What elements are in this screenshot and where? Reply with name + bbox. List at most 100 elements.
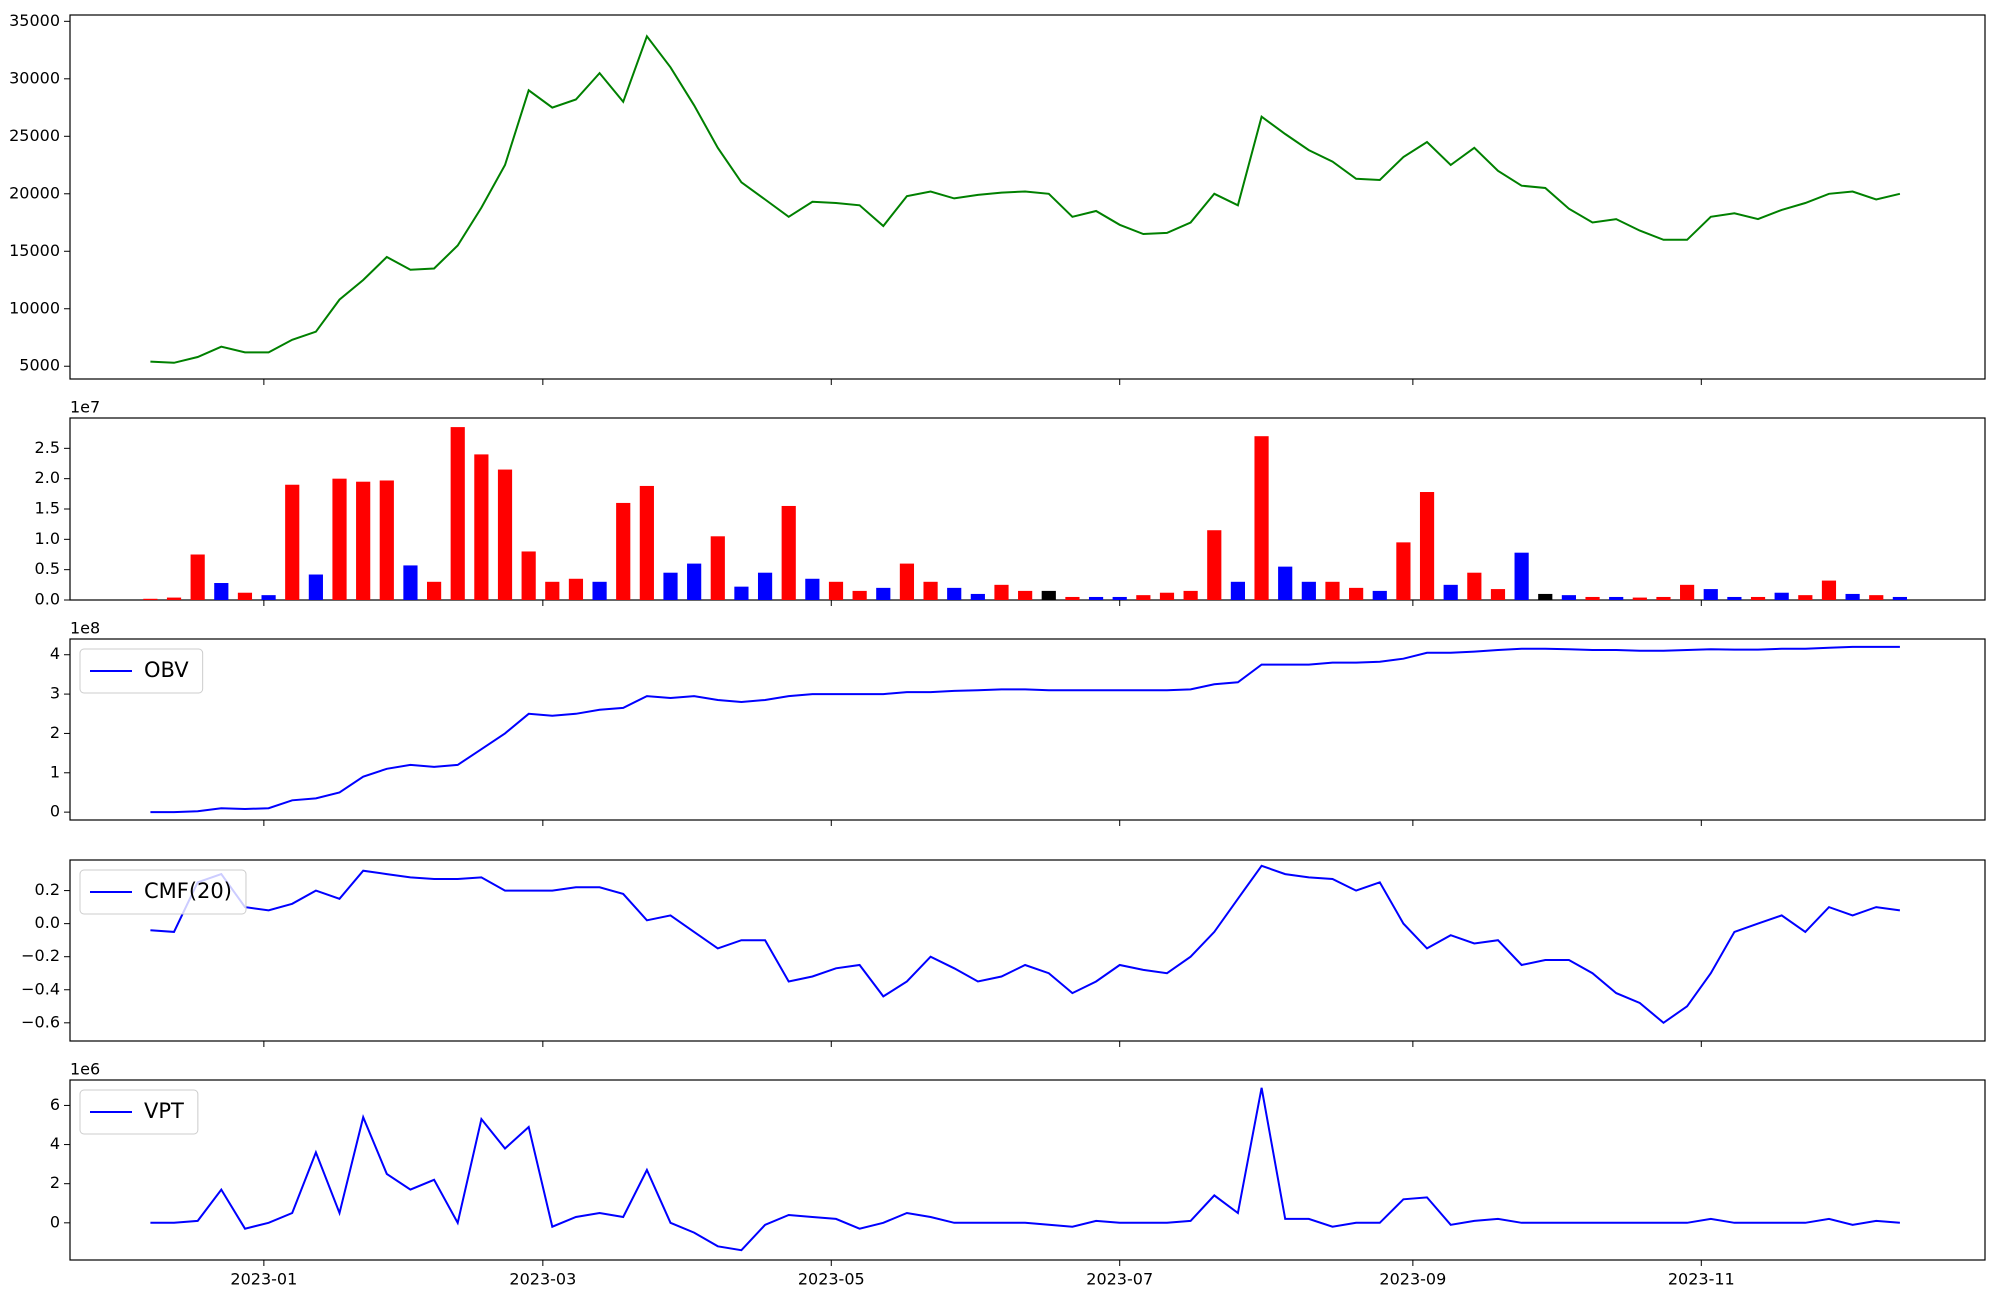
volume-bar [899,563,915,600]
volume-bar [1490,589,1506,600]
y-tick-label: 15000 [9,241,60,260]
volume-bar [1680,584,1695,600]
volume-bar [1585,596,1600,600]
volume-bar [1159,592,1175,600]
volume-bar [521,551,536,600]
series-line [150,645,1900,814]
volume-bar [450,427,465,600]
y-tick-label: 0.5 [35,559,60,578]
y-tick-label: −0.4 [21,979,60,998]
y-tick-label: 1.0 [35,529,60,548]
volume-bar [1207,530,1222,600]
volume-bar [1609,596,1624,600]
volume-bar [687,563,702,600]
legend-label: CMF(20) [144,879,232,903]
volume-bar [663,572,678,600]
y-tick-label: 6 [50,1095,60,1114]
volume-bar [734,586,749,600]
y-tick-label: 25000 [9,126,60,145]
volume-bar [1136,595,1151,600]
volume-bar [1632,597,1647,600]
panel-frame [69,638,1986,821]
x-tick-label: 2023-09 [1379,1270,1446,1289]
volume-bar [852,590,867,600]
legend-label: OBV [144,658,189,682]
volume-bar [332,478,347,600]
volume-bar [1750,596,1766,600]
volume-bar [876,587,891,600]
y-tick-label: 5000 [19,356,60,375]
volume-bar [308,574,323,600]
volume-bar [261,595,276,600]
y-tick-label: 0.0 [35,913,60,932]
volume-bar [1892,596,1907,600]
volume-bar [1112,596,1127,600]
volume-bar [1065,596,1080,600]
y-tick-label: 1 [50,762,60,781]
volume-bar [1018,590,1033,600]
y-tick-label: 20000 [9,183,60,202]
volume-bar [1514,552,1529,600]
legend-label: VPT [144,1099,184,1123]
volume-bar [1467,572,1482,600]
y-offset-label: 1e6 [70,1060,100,1079]
volume-bar [356,481,371,600]
x-tick-label: 2023-03 [509,1270,576,1289]
y-tick-label: 4 [50,1134,60,1153]
volume-bar [1703,589,1718,600]
volume-bar [1230,581,1246,600]
volume-bar [947,587,962,600]
volume-bar [1349,587,1364,600]
volume-bar [1869,595,1884,600]
volume-bar [403,565,418,600]
y-tick-label: 0 [50,802,60,821]
y-tick-label: 30000 [9,68,60,87]
volume-bar [1396,542,1411,600]
y-tick-label: 4 [50,644,60,663]
volume-bar [1443,584,1458,600]
volume-bar [545,581,560,600]
y-offset-label: 1e7 [70,398,100,417]
series-line [150,1087,1900,1252]
volume-bar [166,597,182,600]
volume-bar [1301,581,1316,600]
y-tick-label: 0.0 [35,590,60,609]
volume-bar [237,592,253,600]
volume-bar [143,598,158,600]
volume-bar [1372,590,1387,600]
y-tick-label: 2 [50,723,60,742]
volume-bar [970,593,985,600]
y-tick-label: 2.5 [35,438,60,457]
x-tick-label: 2023-11 [1668,1270,1735,1289]
volume-bar [1325,581,1340,600]
volume-bar [568,578,584,600]
volume-bar [1774,592,1789,600]
y-tick-label: −0.2 [21,946,60,965]
y-tick-label: 2.0 [35,468,60,487]
series-line [150,34,1901,364]
volume-bar [1798,595,1813,600]
y-tick-label: 0 [50,1212,60,1231]
volume-bar [379,480,394,600]
volume-bar [1278,566,1293,600]
y-tick-label: 2 [50,1173,60,1192]
volume-bar [994,584,1009,600]
y-tick-label: 35000 [9,11,60,30]
volume-bar [592,581,607,600]
panel-frame [69,1079,1986,1261]
volume-bar [781,505,796,600]
panel-frame [69,14,1986,380]
series-line [150,864,1901,1025]
volume-bar [1727,596,1742,600]
volume-bar [757,572,773,600]
volume-bar [1538,593,1553,600]
volume-bar [1041,590,1056,600]
volume-bar [426,581,442,600]
panel-frame [69,859,1986,1042]
volume-bar [474,454,489,600]
volume-bar [805,578,820,600]
volume-bar [1845,593,1860,600]
y-tick-label: −0.6 [21,1012,60,1031]
volume-bar [710,536,725,600]
